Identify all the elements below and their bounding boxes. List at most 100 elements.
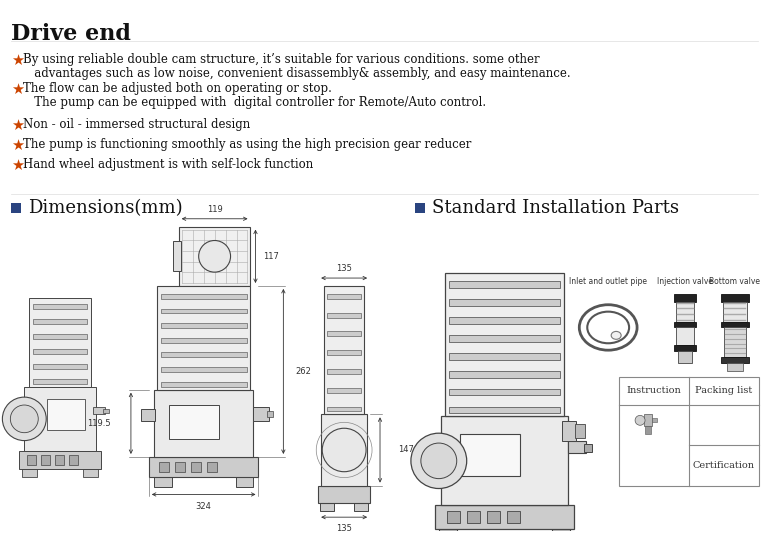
Bar — [25, 387, 96, 451]
Bar — [645, 426, 651, 434]
Text: Instruction: Instruction — [627, 386, 681, 395]
Bar — [154, 390, 254, 457]
Bar — [676, 327, 694, 345]
Bar — [149, 457, 258, 477]
Bar — [42, 455, 50, 465]
Text: Drive end: Drive end — [12, 23, 131, 45]
Bar — [12, 203, 22, 213]
Bar — [321, 414, 367, 486]
Text: ★: ★ — [12, 83, 25, 98]
Bar — [327, 369, 361, 374]
Bar — [69, 455, 78, 465]
Bar — [161, 309, 247, 314]
Text: Certification: Certification — [693, 461, 754, 470]
Bar — [33, 334, 87, 339]
Bar — [460, 434, 520, 475]
Bar — [327, 294, 361, 299]
Bar — [33, 379, 87, 384]
Text: 262: 262 — [295, 367, 311, 376]
Bar — [721, 357, 749, 363]
Text: 324: 324 — [196, 502, 211, 511]
Bar — [644, 414, 652, 426]
Bar — [47, 399, 85, 430]
Bar — [83, 469, 98, 477]
Text: 147.5: 147.5 — [398, 445, 421, 455]
Bar — [327, 312, 361, 317]
Bar — [168, 405, 218, 439]
Circle shape — [635, 415, 645, 425]
Text: 119: 119 — [207, 205, 222, 214]
Bar — [29, 298, 91, 387]
Bar — [721, 294, 749, 302]
Bar — [449, 299, 561, 306]
Bar — [678, 351, 692, 363]
Bar — [449, 335, 561, 342]
Bar — [93, 406, 105, 414]
Bar — [161, 382, 247, 387]
Bar — [33, 319, 87, 324]
Text: 117: 117 — [264, 252, 279, 261]
Bar — [652, 419, 657, 422]
Bar — [562, 421, 576, 441]
Bar — [157, 286, 251, 390]
Text: Non - oil - immersed structural design: Non - oil - immersed structural design — [23, 118, 251, 131]
Bar — [447, 511, 460, 523]
Bar — [723, 302, 747, 322]
Bar — [159, 462, 168, 472]
Text: 135: 135 — [336, 524, 352, 533]
Bar — [320, 503, 335, 511]
Bar — [154, 477, 171, 487]
Bar — [487, 511, 500, 523]
Bar — [674, 322, 696, 327]
Bar — [449, 281, 561, 288]
Bar — [584, 444, 592, 452]
Text: ★: ★ — [12, 158, 25, 173]
Bar — [161, 323, 247, 328]
Circle shape — [411, 433, 467, 488]
Bar — [191, 462, 201, 472]
Bar — [33, 349, 87, 354]
Text: By using reliable double cam structure, it’s suitable for various conditions. so: By using reliable double cam structure, … — [23, 53, 540, 66]
Bar — [325, 286, 364, 414]
Bar — [161, 294, 247, 299]
Bar — [33, 364, 87, 369]
Bar — [507, 511, 520, 523]
Text: 135: 135 — [336, 264, 352, 273]
Bar — [327, 350, 361, 355]
Circle shape — [198, 241, 231, 272]
Circle shape — [322, 428, 366, 472]
Bar — [434, 505, 574, 529]
Bar — [327, 331, 361, 337]
Text: Dimensions(mm): Dimensions(mm) — [28, 199, 183, 217]
Bar — [22, 469, 37, 477]
Circle shape — [421, 443, 457, 479]
Bar — [27, 455, 36, 465]
Bar — [161, 367, 247, 372]
Bar — [439, 529, 457, 536]
Ellipse shape — [611, 331, 621, 339]
Bar — [449, 353, 561, 360]
Bar — [33, 304, 87, 309]
Bar — [441, 416, 568, 505]
Bar — [467, 511, 480, 523]
Bar — [19, 451, 101, 469]
Bar — [254, 407, 269, 421]
Bar — [207, 462, 217, 472]
Bar — [676, 302, 694, 322]
Text: advantages such as low noise, convenient disassembly& assembly, and easy mainten: advantages such as low noise, convenient… — [23, 66, 571, 80]
Text: 119.5: 119.5 — [88, 419, 111, 428]
Text: Packing list: Packing list — [695, 386, 752, 395]
Bar — [575, 425, 585, 438]
Bar — [721, 322, 749, 327]
Bar — [415, 203, 424, 213]
Bar — [449, 317, 561, 324]
Bar — [444, 273, 564, 416]
Text: Standard Installation Parts: Standard Installation Parts — [432, 199, 679, 217]
Bar — [449, 371, 561, 377]
Bar — [141, 410, 155, 421]
Bar — [727, 363, 743, 371]
Bar — [178, 227, 251, 286]
Bar — [235, 477, 254, 487]
Bar — [175, 462, 185, 472]
Text: ★: ★ — [12, 118, 25, 133]
